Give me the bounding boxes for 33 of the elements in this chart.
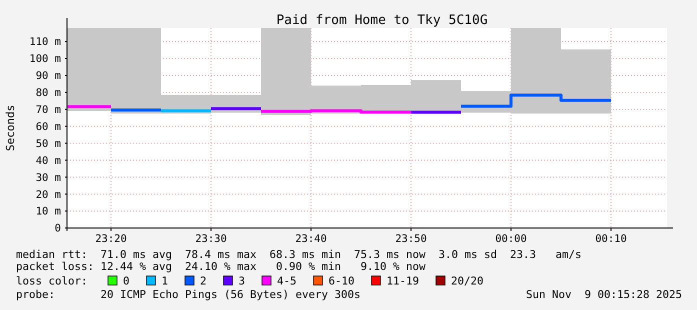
y-tick-label: 40 m (36, 154, 61, 167)
text: probe: 20 ICMP Echo Pings (56 Bytes) every 300s (16, 288, 361, 301)
legend-label: 0 (123, 274, 130, 288)
text: median rtt: 71.0 ms avg 78.4 ms max 68.3 ms min 75.3 ms now 3.0 ms sd 23.3 am/s (16, 248, 582, 261)
y-tick-label: 10 m (36, 206, 61, 218)
y-tick-label: 60 m (36, 120, 61, 133)
y-axis-title: Seconds (4, 104, 17, 152)
y-tick-label: 100 m (29, 53, 61, 66)
y-tick-label: 30 m (36, 172, 61, 184)
x-tick-label: 23:50 (395, 233, 427, 245)
text: Sun Nov 9 00:15:28 2025 (526, 288, 682, 301)
y-tick-label: 20 m (36, 188, 61, 201)
legend-label: 6-10 (328, 274, 355, 288)
y-tick-label: 110 m (29, 36, 61, 48)
y-tick-label: 0 (54, 222, 61, 235)
y-tick-label: 70 m (36, 104, 61, 116)
legend-title: loss color: (16, 274, 88, 288)
x-tick-label: 23:30 (195, 233, 227, 245)
legend-label: 4-5 (277, 274, 297, 288)
chart-title: Paid from Home to Tky 5C10G (276, 13, 488, 28)
x-tick-label: 00:00 (495, 233, 527, 245)
legend-label: 20/20 (451, 274, 484, 288)
y-tick-label: 50 m (36, 138, 61, 150)
legend-label: 3 (238, 274, 246, 288)
y-tick-label: 80 m (36, 87, 61, 100)
legend-label: 1 (162, 274, 168, 288)
legend-label: 2 (200, 274, 207, 288)
x-tick-label: 23:20 (95, 233, 127, 245)
legend-label: 11-19 (386, 274, 420, 288)
text: packet loss: 12.44 % avg 24.10 % max 0.90 % min 9.10 % now (16, 260, 426, 273)
x-tick-label: 23:40 (295, 233, 327, 245)
y-tick-label: 90 m (36, 70, 61, 82)
x-tick-label: 00:10 (595, 233, 627, 245)
